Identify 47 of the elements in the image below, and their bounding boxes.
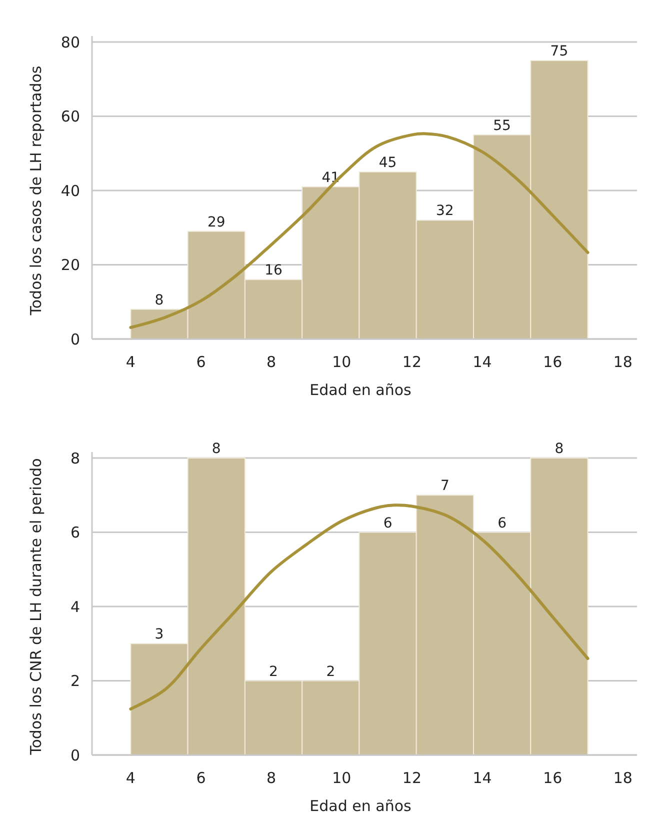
data-label: 75 bbox=[550, 44, 568, 60]
x-tick-label: 4 bbox=[126, 769, 136, 787]
x-tick-label: 4 bbox=[126, 353, 136, 371]
y-tick-label: 40 bbox=[60, 182, 80, 200]
y-tick-label: 0 bbox=[70, 746, 80, 764]
x-tick-label: 16 bbox=[543, 769, 562, 787]
data-label: 16 bbox=[264, 262, 283, 279]
x-tick-label: 8 bbox=[266, 353, 276, 371]
x-tick-label: 18 bbox=[613, 353, 632, 371]
x-tick-label: 10 bbox=[332, 353, 352, 371]
data-label: 8 bbox=[212, 441, 221, 457]
y-axis-title: Todos los CNR de LH durante el periodo bbox=[27, 458, 45, 756]
x-tick-label: 8 bbox=[266, 769, 276, 787]
data-label: 7 bbox=[440, 478, 450, 494]
data-label: 2 bbox=[326, 664, 336, 680]
y-tick-label: 0 bbox=[70, 330, 80, 348]
data-label: 8 bbox=[554, 441, 564, 457]
x-tick-label: 16 bbox=[543, 353, 562, 371]
data-label: 6 bbox=[498, 515, 507, 532]
data-label: 32 bbox=[436, 203, 454, 220]
y-tick-label: 6 bbox=[70, 524, 80, 542]
x-tick-label: 12 bbox=[402, 353, 422, 371]
data-label: 45 bbox=[378, 154, 397, 171]
x-tick-label: 14 bbox=[472, 769, 492, 787]
data-label: 55 bbox=[493, 118, 511, 134]
x-tick-label: 6 bbox=[196, 769, 206, 787]
x-axis-title: Edad en años bbox=[310, 381, 412, 399]
x-tick-label: 18 bbox=[613, 769, 632, 787]
y-tick-label: 20 bbox=[60, 256, 80, 274]
x-tick-label: 14 bbox=[472, 353, 492, 371]
data-label: 3 bbox=[154, 626, 164, 643]
line-series bbox=[129, 132, 590, 329]
x-tick-label: 6 bbox=[196, 353, 206, 371]
y-tick-label: 60 bbox=[60, 108, 80, 126]
line-series bbox=[129, 504, 590, 710]
x-tick-label: 10 bbox=[332, 769, 352, 787]
x-tick-label: 12 bbox=[402, 769, 422, 787]
y-tick-label: 80 bbox=[60, 33, 80, 52]
data-label: 2 bbox=[269, 664, 278, 680]
y-tick-label: 4 bbox=[70, 598, 80, 616]
data-label: 29 bbox=[207, 214, 226, 230]
y-tick-label: 8 bbox=[70, 449, 80, 468]
data-label: 6 bbox=[383, 515, 392, 532]
y-tick-label: 2 bbox=[70, 672, 80, 690]
x-axis-title: Edad en años bbox=[310, 797, 412, 815]
data-label: 8 bbox=[154, 292, 164, 308]
y-axis-title: Todos los casos de LH reportados bbox=[27, 66, 45, 316]
